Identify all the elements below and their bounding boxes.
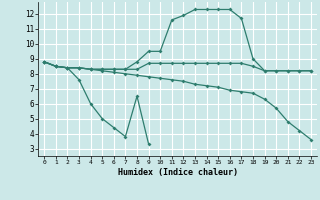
X-axis label: Humidex (Indice chaleur): Humidex (Indice chaleur) (118, 168, 238, 177)
